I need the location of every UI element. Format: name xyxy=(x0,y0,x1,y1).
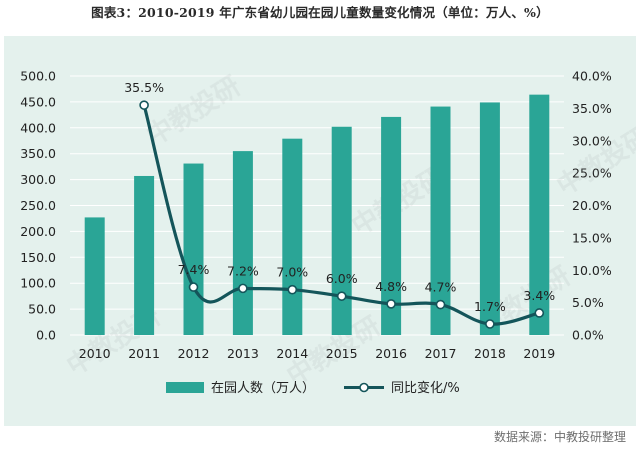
bar xyxy=(282,138,303,335)
chart-title: 图表3：2010-2019 年广东省幼儿园在园儿童数量变化情况（单位：万人、%） xyxy=(91,5,549,20)
left-tick-label: 500.0 xyxy=(20,69,56,84)
x-tick-label: 2019 xyxy=(523,346,555,361)
x-tick-label: 2017 xyxy=(425,346,457,361)
bar xyxy=(232,151,253,335)
data-label: 35.5% xyxy=(124,80,164,95)
right-tick-label: 10.0% xyxy=(572,263,612,278)
source-note: 数据来源：中教投研整理 xyxy=(493,430,626,444)
bar xyxy=(84,217,105,335)
right-tick-label: 20.0% xyxy=(572,198,612,213)
combo-chart: 0.0 50.0 100.0 150.0 200.0 250.0 300.0 350.0 400… xyxy=(20,69,636,397)
left-tick-label: 150.0 xyxy=(20,250,56,265)
right-tick-label: 25.0% xyxy=(572,166,612,181)
line-point xyxy=(238,283,248,294)
x-tick-label: 2012 xyxy=(178,346,210,361)
data-label: 6.0% xyxy=(326,271,358,286)
data-label: 7.0% xyxy=(276,265,308,280)
line-point xyxy=(485,319,495,329)
left-axis-ticks: 0.0 50.0 100.0 150.0 200.0 250.0 300.0 350.0 400… xyxy=(20,69,56,343)
x-tick-label: 2011 xyxy=(128,346,160,361)
legend: 在园人数（万人） 同比变化/% xyxy=(166,380,460,396)
line-data-labels: 35.5% 7.4% 7.2% 7.0% 6.0% 4.8% 4.7% 1.7% 3.4% xyxy=(124,80,555,314)
x-tick-label: 2018 xyxy=(474,346,506,361)
data-label: 1.7% xyxy=(474,299,506,314)
x-tick-label: 2010 xyxy=(79,346,111,361)
right-tick-label: 30.0% xyxy=(572,133,612,148)
left-tick-label: 400.0 xyxy=(20,120,56,135)
bar xyxy=(331,126,352,335)
line-series xyxy=(139,100,545,329)
data-label: 3.4% xyxy=(523,288,555,303)
left-tick-label: 0.0 xyxy=(36,328,56,343)
bar xyxy=(529,94,550,335)
right-tick-label: 35.0% xyxy=(572,101,612,116)
x-axis-labels: 2010 2011 2012 2013 2014 2015 2016 2017 2018 2019 xyxy=(79,346,555,361)
legend-line-marker xyxy=(359,382,369,393)
chart-panel: 0.0 50.0 100.0 150.0 200.0 250.0 300.0 350.0 400… xyxy=(4,36,636,426)
line-point xyxy=(287,284,298,295)
data-label: 7.4% xyxy=(178,262,210,277)
x-tick-label: 2015 xyxy=(326,346,358,361)
right-tick-label: 40.0% xyxy=(572,69,612,84)
x-tick-label: 2013 xyxy=(227,346,259,361)
line-point xyxy=(534,308,545,318)
bar xyxy=(479,102,500,335)
right-axis-ticks: 0.0% 5.0% 10.0% 15.0% 20.0% 25.0% 30.0% 35.0% 40… xyxy=(572,69,612,343)
left-tick-label: 450.0 xyxy=(20,94,56,109)
line-point xyxy=(139,100,149,110)
right-tick-label: 5.0% xyxy=(572,295,604,310)
data-label: 4.7% xyxy=(425,280,457,295)
x-tick-label: 2016 xyxy=(375,346,407,361)
right-tick-label: 0.0% xyxy=(572,328,604,343)
line-point xyxy=(435,299,446,310)
line-point xyxy=(336,291,347,301)
data-label: 7.2% xyxy=(227,263,259,278)
left-tick-label: 50.0 xyxy=(28,302,56,317)
right-tick-label: 15.0% xyxy=(572,230,612,245)
data-label: 4.8% xyxy=(375,279,407,294)
line-point xyxy=(188,282,199,292)
left-tick-label: 300.0 xyxy=(20,172,56,187)
legend-line-label: 同比变化/% xyxy=(391,380,460,396)
bar xyxy=(430,106,451,335)
line-point xyxy=(386,299,396,309)
left-tick-label: 250.0 xyxy=(20,198,56,213)
left-tick-label: 100.0 xyxy=(20,276,56,291)
left-tick-label: 200.0 xyxy=(20,224,56,239)
legend-bar-swatch xyxy=(166,382,204,393)
x-tick-label: 2014 xyxy=(276,346,308,361)
left-tick-label: 350.0 xyxy=(20,146,56,161)
bar xyxy=(134,175,155,335)
legend-bar-label: 在园人数（万人） xyxy=(211,381,315,396)
bar xyxy=(381,116,402,335)
bar xyxy=(183,163,204,335)
